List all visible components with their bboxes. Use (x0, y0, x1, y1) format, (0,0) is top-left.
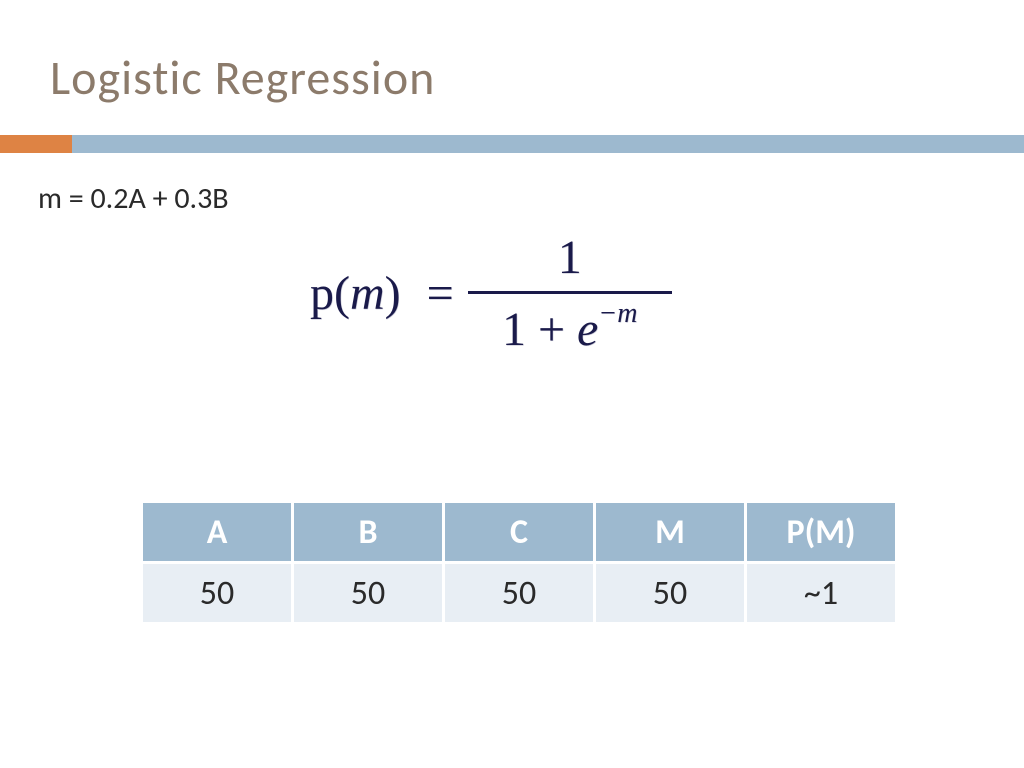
cell-A: 50 (143, 564, 291, 622)
table-header-row: A B C M P(M) (143, 503, 895, 561)
formula-lhs: p(m) (310, 266, 401, 321)
title-divider (0, 135, 1024, 153)
divider-main (72, 135, 1024, 153)
divider-accent (0, 135, 72, 153)
linear-equation: m = 0.2A + 0.3B (38, 180, 229, 217)
col-B: B (294, 503, 442, 561)
col-M: M (596, 503, 744, 561)
den-exponent: −m (598, 298, 637, 329)
sigmoid-formula: p(m) = 1 1 + e−m (310, 230, 672, 357)
cell-PM: ~1 (747, 564, 895, 622)
cell-C: 50 (445, 564, 593, 622)
lhs-close: ) (385, 267, 401, 320)
slide-title: Logistic Regression (50, 48, 435, 107)
formula-numerator: 1 (468, 230, 672, 291)
formula-fraction: 1 1 + e−m (468, 230, 672, 357)
data-table: A B C M P(M) 50 50 50 50 ~1 (140, 500, 898, 625)
cell-B: 50 (294, 564, 442, 622)
cell-M: 50 (596, 564, 744, 622)
den-e: e (577, 303, 598, 356)
col-PM: P(M) (747, 503, 895, 561)
col-C: C (445, 503, 593, 561)
slide: Logistic Regression m = 0.2A + 0.3B p(m)… (0, 0, 1024, 768)
formula-equals: = (427, 266, 454, 321)
den-prefix: 1 + (502, 303, 577, 356)
formula-denominator: 1 + e−m (502, 294, 638, 357)
col-A: A (143, 503, 291, 561)
table-row: 50 50 50 50 ~1 (143, 564, 895, 622)
lhs-m: m (350, 267, 385, 320)
lhs-p: p( (310, 267, 350, 320)
